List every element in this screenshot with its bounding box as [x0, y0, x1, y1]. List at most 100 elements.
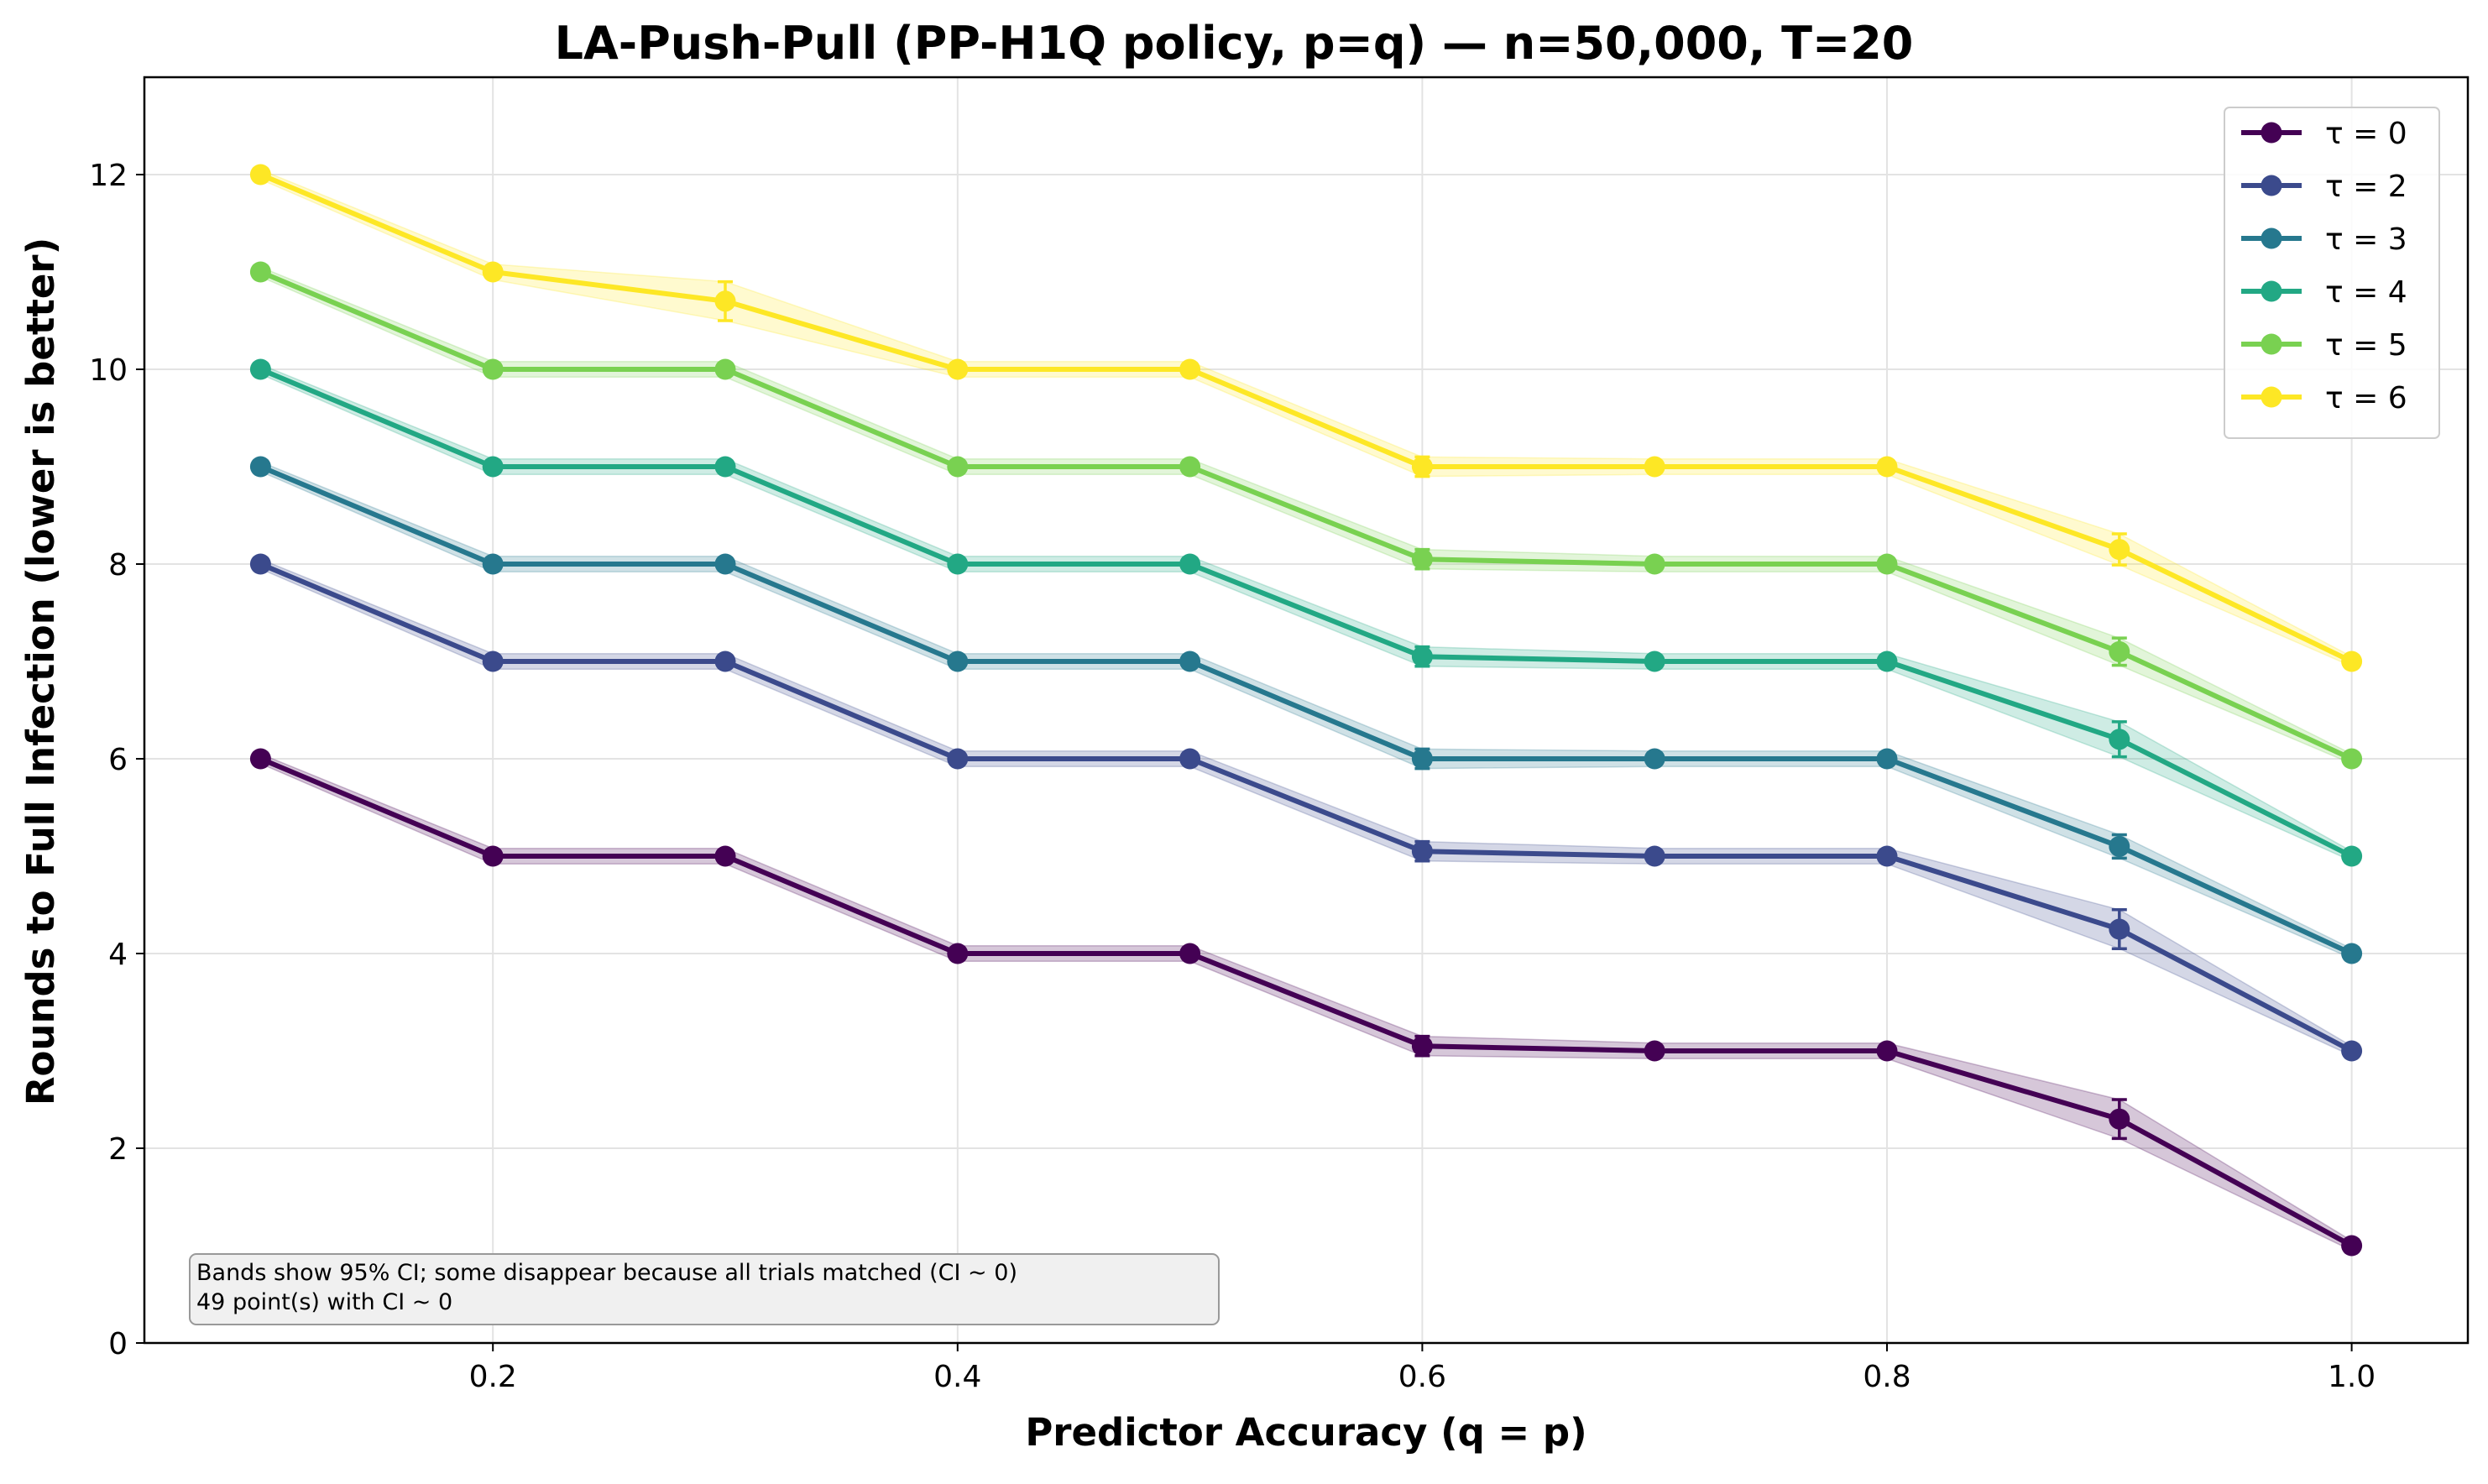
- y-tick-label: 4: [108, 938, 128, 972]
- grid-lines: [144, 77, 2468, 1344]
- data-point-series-5: [249, 164, 271, 186]
- legend-swatch-marker: [2261, 227, 2282, 249]
- data-point-series-3: [1644, 651, 1665, 672]
- data-point-series-4: [947, 456, 969, 478]
- legend-label: τ = 4: [2325, 275, 2407, 310]
- data-point-series-4: [1876, 553, 1898, 575]
- x-tick-label: 0.6: [1398, 1360, 1446, 1394]
- data-point-series-5: [714, 290, 736, 312]
- data-point-series-2: [714, 553, 736, 575]
- data-point-series-2: [249, 456, 271, 478]
- series-line-3: [259, 367, 2353, 859]
- data-point-series-1: [482, 651, 504, 672]
- data-point-series-1: [249, 553, 271, 575]
- legend: τ = 0 τ = 2 τ = 3 τ = 4 τ = 5 τ = 6: [2224, 107, 2440, 439]
- annotation-line-2: 49 point(s) with CI ~ 0: [196, 1289, 452, 1315]
- data-point-series-4: [1179, 456, 1201, 478]
- data-point-series-4: [482, 358, 504, 380]
- data-point-series-1: [1411, 840, 1433, 862]
- legend-swatch-marker: [2261, 333, 2282, 355]
- data-point-series-0: [249, 748, 271, 770]
- y-tick-label: 0: [108, 1327, 128, 1361]
- data-point-series-4: [249, 261, 271, 283]
- ci-annotation: Bands show 95% CI; some disappear becaus…: [189, 1253, 1220, 1325]
- chart-title: LA-Push-Pull (PP-H1Q policy, p=q) — n=50…: [555, 17, 1914, 70]
- data-point-series-3: [2109, 729, 2130, 750]
- y-axis-ticks: 0 2 4 6 8 10 12: [89, 159, 144, 1361]
- data-point-series-3: [1179, 553, 1201, 575]
- data-point-series-2: [1411, 748, 1433, 770]
- data-point-series-5: [1179, 358, 1201, 380]
- y-tick-label: 6: [108, 743, 128, 777]
- data-point-series-5: [2341, 651, 2363, 672]
- y-tick-label: 10: [89, 353, 128, 388]
- x-axis-label: Predictor Accuracy (q = p): [1025, 1410, 1586, 1455]
- y-tick-label: 12: [89, 159, 128, 193]
- data-point-series-2: [2109, 835, 2130, 857]
- data-point-series-1: [2341, 1040, 2363, 1062]
- data-point-series-0: [947, 943, 969, 964]
- legend-swatch-marker: [2261, 280, 2282, 302]
- series-line-4: [259, 269, 2353, 761]
- x-tick-label: 1.0: [2328, 1360, 2376, 1394]
- data-point-series-4: [2109, 640, 2130, 662]
- data-point-series-3: [2341, 845, 2363, 867]
- data-point-series-1: [714, 651, 736, 672]
- data-point-series-3: [714, 456, 736, 478]
- data-point-series-0: [1411, 1035, 1433, 1057]
- data-point-series-0: [482, 845, 504, 867]
- annotation-line-1: Bands show 95% CI; some disappear becaus…: [196, 1260, 1017, 1286]
- data-point-series-4: [1644, 553, 1665, 575]
- x-axis-ticks: 0.2 0.4 0.6 0.8 1.0: [469, 1343, 2376, 1394]
- legend-label: τ = 6: [2325, 381, 2407, 415]
- data-point-series-3: [1411, 645, 1433, 667]
- data-point-series-2: [2341, 943, 2363, 964]
- x-tick-label: 0.4: [933, 1360, 981, 1394]
- series-line-5: [259, 172, 2353, 664]
- data-point-series-3: [1876, 651, 1898, 672]
- data-point-series-2: [482, 553, 504, 575]
- data-point-series-3: [482, 456, 504, 478]
- data-point-series-1: [1644, 845, 1665, 867]
- legend-swatch-marker: [2261, 122, 2282, 144]
- series-line-2: [259, 464, 2353, 956]
- series-lines: [259, 172, 2354, 1248]
- y-axis-label: Rounds to Full Infection (lower is bette…: [18, 238, 63, 1105]
- data-point-series-5: [482, 261, 504, 283]
- x-tick-label: 0.2: [469, 1360, 517, 1394]
- data-point-series-1: [947, 748, 969, 770]
- data-point-series-0: [2109, 1108, 2130, 1130]
- data-point-series-4: [714, 358, 736, 380]
- data-point-series-2: [947, 651, 969, 672]
- data-point-series-5: [1876, 456, 1898, 478]
- data-point-series-5: [947, 358, 969, 380]
- legend-swatch-marker: [2261, 175, 2282, 196]
- data-point-series-2: [1179, 651, 1201, 672]
- data-point-series-0: [1876, 1040, 1898, 1062]
- plot-area-frame: [143, 76, 2470, 1345]
- data-point-series-2: [1876, 748, 1898, 770]
- data-point-series-1: [1876, 845, 1898, 867]
- legend-label: τ = 2: [2325, 170, 2407, 204]
- data-point-series-0: [1644, 1040, 1665, 1062]
- data-point-series-3: [947, 553, 969, 575]
- data-point-series-5: [2109, 539, 2130, 561]
- legend-label: τ = 5: [2325, 328, 2407, 363]
- annotation-box: [189, 1253, 1220, 1325]
- data-point-series-3: [249, 358, 271, 380]
- legend-label: τ = 0: [2325, 117, 2407, 151]
- series-line-1: [259, 562, 2353, 1053]
- legend-label: τ = 3: [2325, 222, 2407, 257]
- x-tick-label: 0.8: [1863, 1360, 1910, 1394]
- data-point-series-5: [1644, 456, 1665, 478]
- series-points: [249, 164, 2363, 1257]
- y-tick-label: 8: [108, 548, 128, 583]
- data-point-series-2: [1644, 748, 1665, 770]
- data-point-series-0: [2341, 1235, 2363, 1257]
- data-point-series-0: [714, 845, 736, 867]
- data-point-series-4: [1411, 548, 1433, 570]
- series-line-0: [259, 756, 2354, 1248]
